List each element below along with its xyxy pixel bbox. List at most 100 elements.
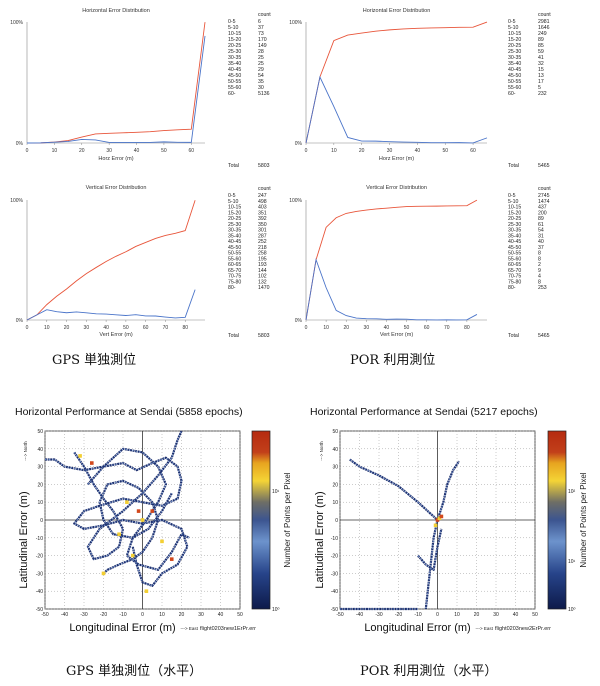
- table-count: 61: [538, 222, 544, 228]
- total-label: Total: [228, 333, 239, 339]
- table-count: 89: [538, 216, 544, 222]
- y-tick-label: -30: [331, 571, 338, 577]
- scatter-por-panel: Horizontal Performance at Sendai (5217 e…: [310, 406, 588, 634]
- error-track-highlight: [425, 519, 438, 610]
- colorbar-label: Number of Points per Pixel: [283, 472, 292, 567]
- table-bin-label: 45-50: [508, 73, 521, 79]
- table-bin-label: 30-35: [508, 228, 521, 234]
- x-tick-label: 10: [331, 148, 337, 154]
- x-tick-label: 50: [442, 148, 448, 154]
- y-tick-label: 0%: [295, 141, 303, 147]
- x-axis-label: Horz Error (m): [379, 156, 414, 162]
- table-bin-label: 60-65: [508, 262, 521, 268]
- table-count: 5: [538, 85, 541, 91]
- table-count: 32: [538, 61, 544, 67]
- y-tick-label: 20: [332, 482, 338, 488]
- y-tick-label: -50: [36, 607, 43, 613]
- x-tick-label: 40: [513, 612, 519, 618]
- total-label: Total: [228, 163, 239, 169]
- table-bin-label: 35-40: [508, 61, 521, 67]
- error-track: [436, 460, 460, 521]
- x-tick-label: -50: [41, 612, 48, 618]
- scatter-gps-panel: Horizontal Performance at Sendai (5858 e…: [15, 406, 292, 634]
- x-tick-label: 0: [141, 612, 144, 618]
- table-count: 437: [538, 205, 547, 211]
- chart-title: Horizontal Error Distribution: [363, 8, 431, 14]
- table-bin-label: 25-30: [508, 49, 521, 55]
- table-count: 498: [258, 199, 267, 205]
- table-count: 2745: [538, 193, 550, 199]
- table-count: 8: [538, 279, 541, 285]
- x-tick-label: 20: [179, 612, 185, 618]
- table-header: count: [538, 12, 551, 18]
- y-tick-label: 100%: [10, 20, 23, 26]
- table-count: 40: [538, 239, 544, 245]
- table-bin-label: 10-15: [508, 205, 521, 211]
- horz-por-chart: Horizontal Error Distribution 0% 100% 0 10 20…: [289, 8, 551, 169]
- table-bin-label: 0-5: [508, 19, 516, 25]
- x-tick-label: 60: [470, 148, 476, 154]
- x-axis-label: Longitudinal Error (m): [69, 622, 175, 634]
- y-tick-label: 50: [332, 429, 338, 435]
- cumulative-series-line: [26, 22, 206, 144]
- x-tick-label: 0: [26, 325, 29, 331]
- table-bin-label: 75-80: [508, 279, 521, 285]
- x-tick-label: 40: [384, 325, 390, 331]
- x-tick-label: -50: [336, 612, 343, 618]
- table-bin-label: 5-10: [228, 25, 238, 31]
- x-tick-label: 70: [444, 325, 450, 331]
- table-count: 73: [258, 31, 264, 37]
- x-tick-label: 20: [64, 325, 70, 331]
- y-tick-label: -10: [331, 536, 338, 542]
- table-count: 403: [258, 205, 267, 211]
- colorbar: [251, 430, 271, 610]
- table-count: 1474: [538, 199, 550, 205]
- table-count: 54: [258, 73, 264, 79]
- x-tick-label: 40: [415, 148, 421, 154]
- table-bin-label: 5-10: [228, 199, 238, 205]
- per-bin-series-line: [26, 35, 206, 144]
- table-count: 25: [258, 55, 264, 61]
- colorbar-label: Number of Points per Pixel: [579, 472, 588, 567]
- y-tick-label: 0: [335, 518, 338, 524]
- density-hotspot: [433, 523, 438, 528]
- x-tick-label: 60: [189, 148, 195, 154]
- table-bin-label: 10-15: [508, 31, 521, 37]
- table-bin-label: 5-10: [508, 25, 518, 31]
- y-tick-label: 0: [40, 518, 43, 524]
- table-bin-label: 55-60: [508, 256, 521, 262]
- density-hotspot: [439, 514, 444, 519]
- colorbar-tick-label: 10⁰: [568, 607, 576, 613]
- table-count: 41: [538, 55, 544, 61]
- table-count: 102: [258, 274, 267, 280]
- panel-title: Horizontal Performance at Sendai (5858 e…: [15, 406, 243, 418]
- table-count: 13: [538, 73, 544, 79]
- vert-por-chart: Vertical Error Distribution 0% 100% 0 10 20 30…: [289, 185, 551, 339]
- x-tick-label: -30: [80, 612, 87, 618]
- y-tick-label: 40: [37, 447, 43, 453]
- table-bin-label: 15-20: [508, 210, 521, 216]
- colorbar-tick-label: 10²: [568, 489, 576, 495]
- y-tick-label: 10: [37, 500, 43, 506]
- total-value: 5803: [258, 333, 270, 339]
- table-count: 35: [258, 79, 264, 85]
- x-tick-label: 30: [198, 612, 204, 618]
- table-bin-label: 50-55: [228, 251, 241, 257]
- x-tick-label: -20: [395, 612, 402, 618]
- table-count: 392: [258, 216, 267, 222]
- y-tick-label: 20: [37, 482, 43, 488]
- per-bin-series-line: [305, 257, 478, 321]
- table-count: 218: [258, 245, 267, 251]
- x-axis-label: Vert Error (m): [99, 332, 132, 338]
- x-tick-label: 30: [493, 612, 499, 618]
- density-hotspot: [101, 571, 106, 576]
- chart-title: Horizontal Error Distribution: [82, 8, 150, 14]
- y-axis-direction-note: ---> North: [319, 441, 324, 461]
- density-hotspot: [169, 557, 174, 561]
- table-bin-label: 65-70: [228, 268, 241, 274]
- chart-title: Vertical Error Distribution: [86, 185, 147, 191]
- table-bin-label: 45-50: [508, 245, 521, 251]
- x-tick-label: 10: [44, 325, 50, 331]
- x-axis-direction-note: ---> East: [181, 626, 199, 631]
